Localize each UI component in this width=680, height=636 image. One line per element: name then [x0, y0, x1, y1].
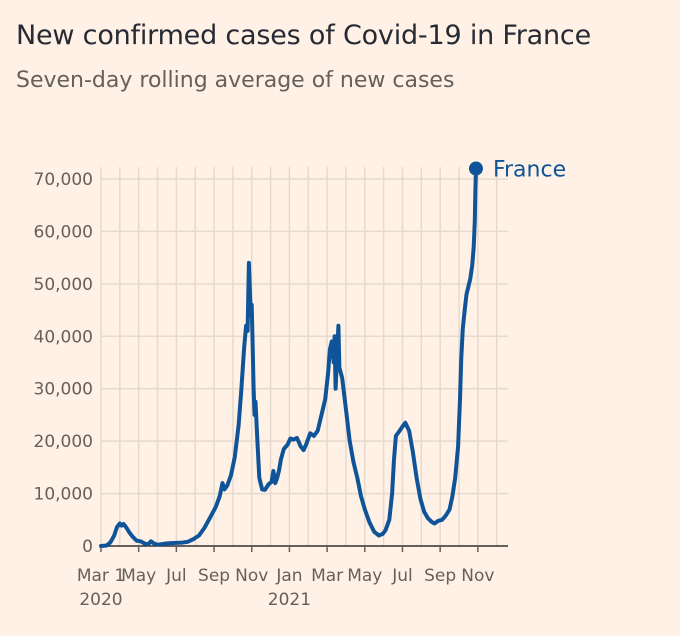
y-tick-label: 20,000: [34, 432, 93, 452]
y-tick-label: 60,000: [34, 222, 93, 242]
x-tick-label: Mar 1: [77, 566, 125, 586]
y-tick-label: 10,000: [34, 485, 93, 505]
y-tick-label: 70,000: [34, 170, 93, 190]
legend-label: France: [493, 158, 566, 183]
x-tick-label: Nov: [235, 566, 268, 586]
x-tick-label: Jan: [275, 566, 302, 586]
chart-title: New confirmed cases of Covid-19 in Franc…: [16, 20, 591, 51]
y-tick-label: 50,000: [34, 275, 93, 295]
y-tick-label: 0: [82, 537, 93, 557]
x-year-label: 2020: [79, 590, 122, 610]
x-tick-label: Nov: [461, 566, 494, 586]
x-tick-label: May: [347, 566, 382, 586]
series-layer: France: [99, 158, 566, 548]
chart-subtitle: Seven-day rolling average of new cases: [16, 68, 455, 93]
y-tick-label: 30,000: [34, 380, 93, 400]
series-end-dot: [468, 161, 483, 176]
x-tick-label: May: [121, 566, 156, 586]
y-axis: 0 10,000 20,000 30,000 40,000 50,000 60,000 70,…: [34, 170, 93, 557]
x-tick-label: Sep: [424, 566, 456, 586]
y-tick-label: 40,000: [34, 327, 93, 347]
x-year-label: 2021: [268, 590, 311, 610]
x-tick-label: Jul: [165, 566, 187, 586]
series-line-france: [99, 166, 478, 548]
gridlines: [100, 167, 508, 546]
x-tick-label: Jul: [391, 566, 413, 586]
x-tick-label: Mar: [311, 566, 343, 586]
x-tick-label: Sep: [198, 566, 230, 586]
